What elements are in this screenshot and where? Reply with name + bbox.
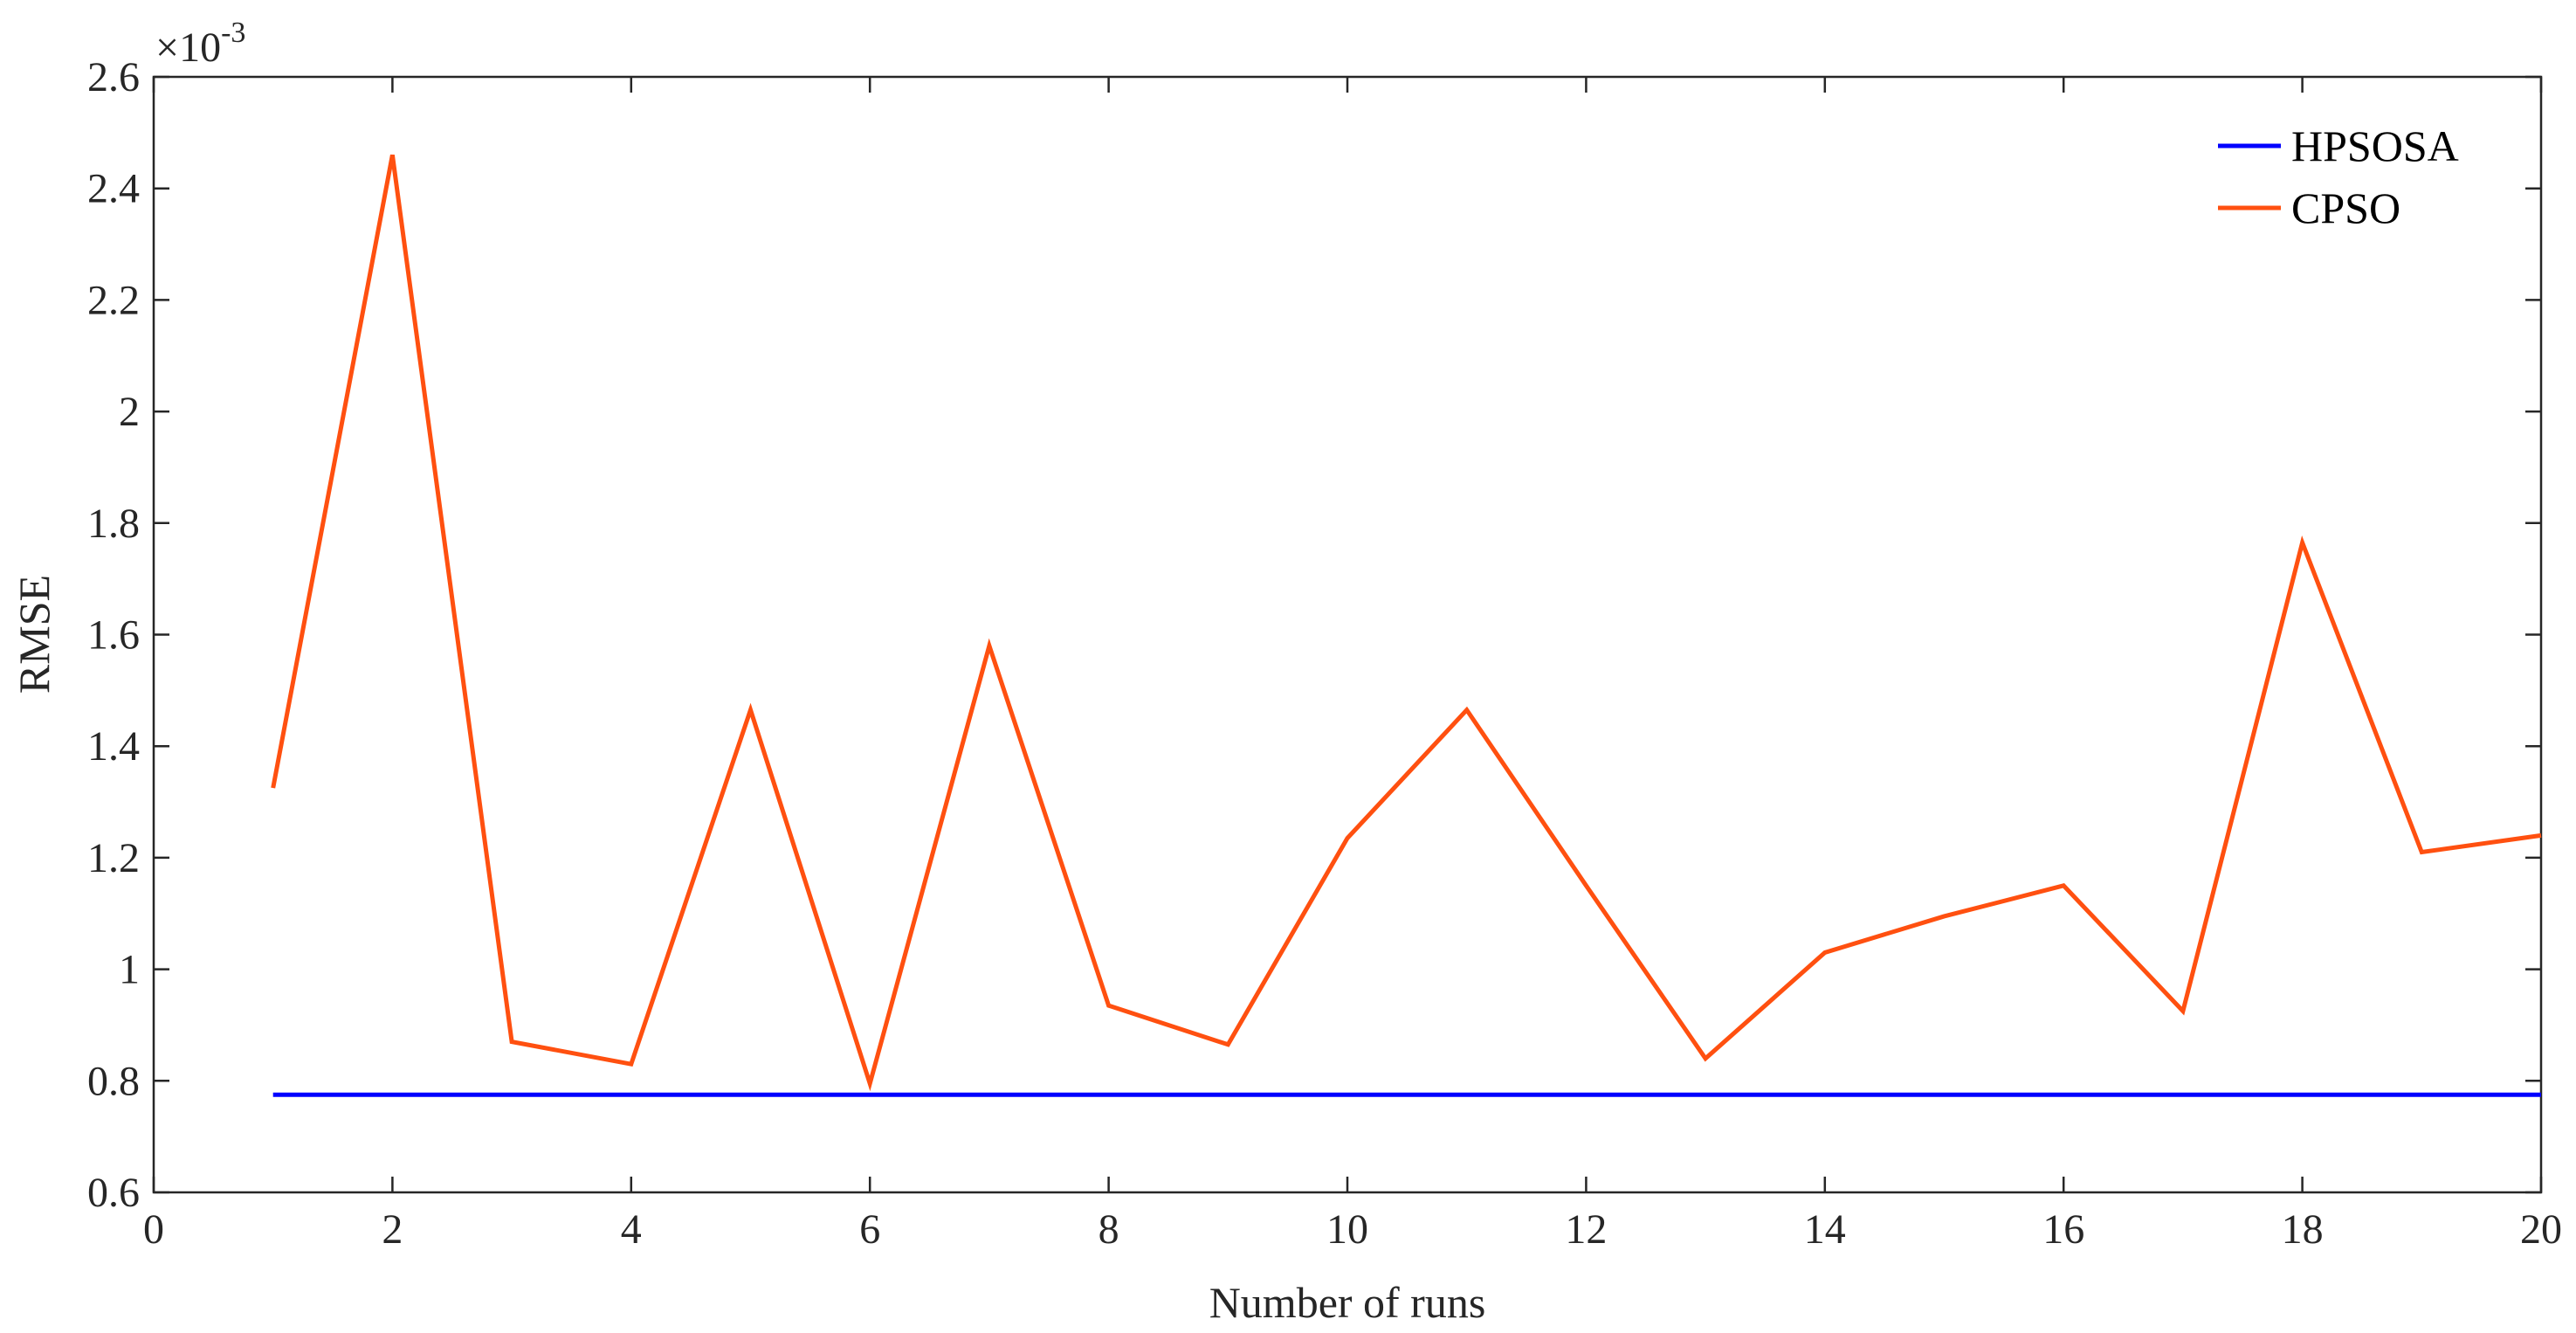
y-scale-factor: ×10-3 <box>155 17 245 71</box>
y-tick-label: 1.2 <box>87 835 140 881</box>
x-tick-label: 14 <box>1804 1206 1846 1253</box>
x-tick-label: 16 <box>2042 1206 2084 1253</box>
x-axis-label: Number of runs <box>1209 1278 1486 1327</box>
y-tick-label: 2.6 <box>87 54 140 100</box>
y-tick-label: 1 <box>119 947 140 993</box>
x-tick-label: 6 <box>859 1206 880 1253</box>
plot-area <box>152 75 2543 1194</box>
legend-label-hpsosa: HPSOSA <box>2291 121 2459 170</box>
plot-frame <box>152 75 2543 1194</box>
legend: HPSOSA CPSO <box>2218 121 2459 232</box>
series-line-cpso <box>271 154 2542 1092</box>
y-scale-factor-base: ×10 <box>155 24 221 71</box>
x-tick-label: 12 <box>1565 1206 1607 1253</box>
x-tick-label: 18 <box>2282 1206 2324 1253</box>
y-tick-label: 1.6 <box>87 612 140 659</box>
y-tick-label: 1.4 <box>87 723 140 770</box>
series-layer <box>271 154 2542 1097</box>
y-tick-label: 0.6 <box>87 1170 140 1216</box>
y-scale-factor-exponent: -3 <box>221 17 245 49</box>
ticks-layer: 0 2 4 6 8 10 12 14 16 18 20 0.6 0.8 1 1.2 1.4 1.6 1.8 2 2.2… <box>87 54 2562 1253</box>
x-tick-label: 0 <box>143 1206 164 1253</box>
x-tick-label: 10 <box>1326 1206 1368 1253</box>
y-tick-label: 2.4 <box>87 166 140 212</box>
x-tick-label: 8 <box>1099 1206 1119 1253</box>
y-tick-label: 2.2 <box>87 277 140 323</box>
x-tick-label: 4 <box>621 1206 642 1253</box>
x-tick-label: 20 <box>2520 1206 2562 1253</box>
y-tick-label: 1.8 <box>87 501 140 547</box>
y-tick-label: 0.8 <box>87 1058 140 1104</box>
y-tick-label: 2 <box>119 389 140 435</box>
x-tick-label: 2 <box>382 1206 403 1253</box>
y-axis-label: RMSE <box>10 575 59 694</box>
legend-label-cpso: CPSO <box>2291 183 2400 232</box>
